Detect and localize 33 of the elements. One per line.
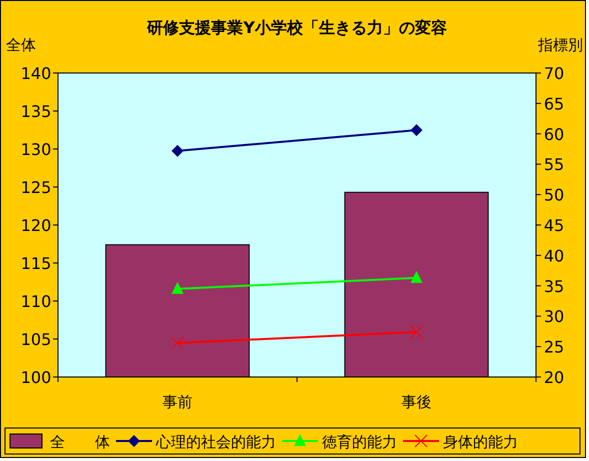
point	[410, 124, 422, 136]
y-tick-label: 125	[20, 178, 52, 197]
y2-tick-label: 40	[544, 246, 564, 266]
legend-label: 身体的能力	[443, 433, 518, 451]
point	[410, 326, 423, 339]
legend-label: 全 体	[50, 433, 110, 451]
y-tick-label: 115	[20, 254, 52, 273]
legend-label: 徳育的能力	[322, 433, 397, 451]
y2-tick-label: 60	[544, 124, 564, 144]
y2-tick-label: 65	[544, 94, 564, 114]
x-tick-label: 事前	[162, 393, 192, 411]
y-tick-label: 110	[20, 292, 52, 311]
y2-tick-label: 25	[544, 338, 564, 357]
y-tick-label: 130	[20, 140, 52, 159]
legend-label: 心理的社会的能力	[155, 433, 276, 451]
y2-tick-label: 50	[544, 186, 564, 205]
chart-title: 研修支援事業Y小学校「生きる力」の変容	[146, 18, 447, 37]
y2-tick-label: 35	[544, 276, 564, 296]
y2-tick-label: 30	[544, 307, 564, 326]
point	[172, 144, 184, 157]
x-tick-label: 事後	[402, 393, 432, 411]
y-tick-label: 100	[20, 368, 52, 387]
y-tick-label: 105	[20, 330, 52, 349]
y2-tick-label: 45	[544, 216, 564, 235]
y2-axis-title: 指標別	[537, 36, 583, 54]
y-axis-title: 全体	[6, 36, 36, 54]
point	[171, 336, 184, 350]
y2-tick-label: 55	[544, 155, 564, 174]
y2-tick-label: 20	[544, 368, 564, 387]
y-tick-label: 120	[20, 216, 52, 235]
y2-tick-label: 70	[544, 64, 564, 83]
y-tick-label: 140	[20, 64, 52, 83]
y-tick-label: 135	[20, 102, 52, 121]
